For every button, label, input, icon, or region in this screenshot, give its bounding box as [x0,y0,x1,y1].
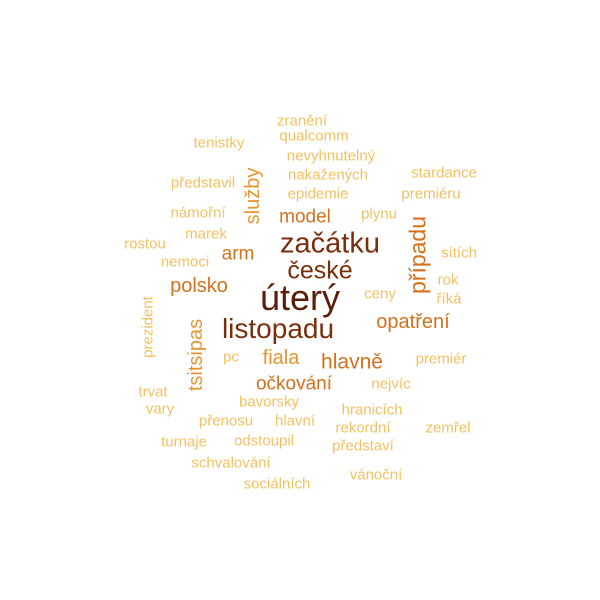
word-24: plynu [361,205,397,223]
word-38: vary [145,400,175,418]
word-16: tenistky [193,134,245,152]
word-20: představil [170,174,236,192]
word-7: model [279,206,331,228]
word-35: nejvíc [371,375,411,393]
word-2: listopadu [221,313,335,344]
word-9: arm [221,243,255,265]
word-39: hranicích [341,401,403,419]
word-29: rok [437,271,459,289]
word-34: premiér [415,350,467,368]
word-33: pc [223,348,239,366]
word-45: odstoupil [233,432,295,450]
word-47: schvalování [191,454,271,472]
word-32: prezident [139,296,157,358]
word-12: služby [242,167,264,225]
word-28: nemoci [160,253,210,271]
word-30: ceny [364,285,396,303]
word-31: říká [436,290,462,308]
word-13: tsitsipas [185,318,207,392]
word-46: představí [332,437,394,455]
word-15: qualcomm [279,127,349,145]
word-17: nevyhnutelný [286,147,376,165]
word-19: stardance [411,164,477,182]
word-10: očkování [255,373,333,395]
word-5: opatření [376,311,450,333]
word-21: epidemie [287,185,349,203]
word-4: případu [404,215,431,295]
word-26: sítích [441,244,477,262]
word-37: bavorsky [238,393,300,411]
word-49: sociálních [243,475,311,493]
word-1: začátku [280,227,380,260]
word-18: nakažených [287,166,369,184]
word-14: zranění [276,112,328,130]
word-48: vánoční [349,466,403,484]
word-3: české [287,256,353,285]
word-23: námořní [170,204,226,222]
word-41: hlavní [274,412,316,430]
word-22: premiéru [401,185,461,203]
word-0: úterý [259,277,341,318]
word-40: přenosu [198,412,254,430]
word-11: fiala [262,347,300,369]
word-25: marek [185,225,227,243]
word-8: polsko [170,275,228,297]
word-43: zemřel [425,419,471,437]
word-27: rostou [124,235,166,253]
word-6: hlavně [321,350,383,374]
word-44: turnaje [161,433,207,451]
word-36: trvat [138,383,168,401]
word-42: rekordní [335,419,391,437]
